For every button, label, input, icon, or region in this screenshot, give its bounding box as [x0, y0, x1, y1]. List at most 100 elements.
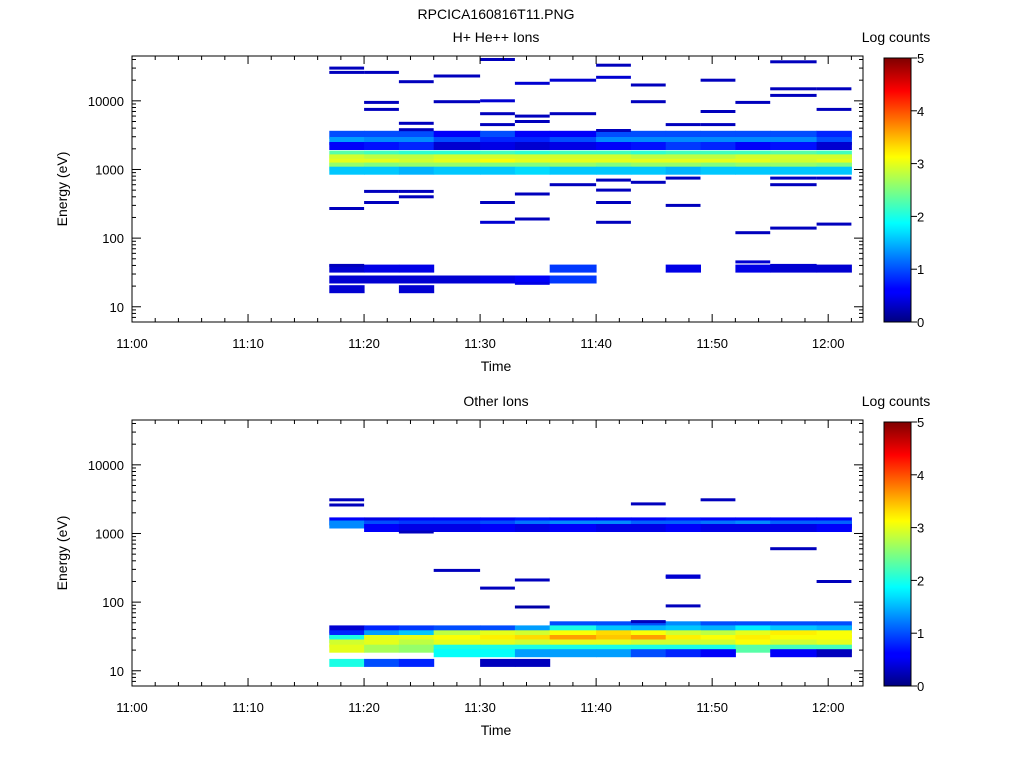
heatmap-cell [549, 142, 597, 150]
heatmap-cell [549, 639, 597, 648]
heatmap-cell [364, 154, 400, 163]
heatmap-cell [665, 524, 701, 532]
heatmap-cell [700, 137, 736, 145]
heatmap-cell [700, 524, 736, 532]
heatmap-cell [700, 166, 736, 175]
heatmap-cell [700, 630, 736, 639]
heatmap-cell [549, 162, 597, 171]
y-tick-label: 10000 [88, 458, 124, 473]
heatmap-cell [700, 130, 736, 139]
heatmap-cell [770, 137, 818, 145]
heatmap-cell [630, 180, 666, 184]
x-tick-label: 11:50 [696, 336, 728, 351]
heatmap-cell [630, 524, 667, 532]
heatmap-cell [514, 644, 551, 653]
heatmap-cell [770, 226, 817, 230]
heatmap-cell [596, 201, 631, 204]
heatmap-cell [549, 275, 597, 284]
heatmap-cell [398, 625, 435, 634]
heatmap-cell [770, 87, 817, 91]
heatmap-cell [433, 639, 481, 648]
heatmap-cell [329, 70, 365, 74]
heatmap-cell [665, 203, 701, 207]
y-axis-label: Energy (eV) [54, 516, 70, 591]
heatmap-cell [770, 154, 818, 163]
heatmap-cell [398, 154, 435, 163]
heatmap-cell [398, 630, 435, 639]
heatmap-cell [480, 630, 516, 639]
heatmap-cell [480, 58, 515, 61]
heatmap-cell [329, 503, 365, 507]
heatmap-cell [364, 658, 400, 667]
heatmap-cell [514, 578, 550, 582]
heatmap-cell [596, 644, 632, 653]
x-axis-label: Time [481, 358, 512, 374]
colorbar-label: Log counts [862, 393, 931, 409]
heatmap-cell [549, 166, 597, 175]
heatmap-cell [364, 625, 400, 634]
heatmap-cell [329, 66, 365, 70]
heatmap-cell [630, 154, 667, 163]
heatmap-cell [816, 142, 852, 150]
heatmap-cell [816, 130, 852, 139]
heatmap-cell [665, 142, 701, 150]
heatmap-cell [665, 166, 701, 175]
heatmap-cell [630, 639, 667, 648]
heatmap-cell [770, 635, 818, 643]
heatmap-cell [480, 644, 516, 653]
heatmap-cell [596, 142, 632, 150]
heatmap-cell [665, 621, 701, 630]
heatmap-cell [770, 130, 818, 139]
heatmap-cell [514, 114, 550, 118]
heatmap-cell [329, 264, 365, 273]
heatmap-cell [364, 166, 400, 175]
heatmap-cell [816, 580, 852, 583]
heatmap-cell [514, 281, 550, 285]
heatmap-cell [514, 120, 550, 123]
heatmap-cell [770, 162, 818, 171]
y-axis: 10 100 1000 10000 [88, 59, 863, 323]
heatmap-cell [398, 130, 435, 139]
heatmap-cell [549, 154, 597, 163]
colorbar-tick-label: 4 [917, 468, 924, 483]
x-tick-label: 11:10 [232, 336, 264, 351]
heatmap-cell [433, 275, 481, 284]
heatmap-cell [480, 639, 516, 648]
heatmap-cell [514, 275, 551, 284]
heatmap-cell [549, 630, 597, 639]
y-tick-label: 1000 [95, 526, 124, 541]
heatmap-cell [514, 639, 551, 648]
y-tick-label: 1000 [95, 162, 124, 177]
heatmap-cell [433, 625, 481, 634]
heatmap-cell [665, 644, 701, 653]
heatmap-cell [735, 625, 771, 634]
heatmap-cell [433, 74, 481, 78]
heatmap-cell [398, 275, 435, 284]
heatmap-cell [700, 162, 736, 171]
heatmap-cells [329, 498, 852, 667]
heatmap-cell [549, 130, 597, 139]
heatmap-cell [433, 162, 481, 171]
heatmap-cell [700, 639, 736, 648]
heatmap-cell [329, 130, 365, 139]
heatmap-cell [433, 630, 481, 639]
heatmap-cell [398, 195, 434, 199]
heatmap-cell [514, 630, 551, 639]
heatmap-cell [329, 498, 365, 502]
heatmap-cell [700, 498, 736, 502]
heatmap-cell [735, 635, 771, 643]
heatmap-cell [665, 123, 701, 127]
heatmap-cell [480, 649, 516, 658]
heatmap-cell [480, 137, 516, 145]
heatmap-cell [735, 100, 771, 104]
y-axis-label: Energy (eV) [54, 152, 70, 227]
heatmap-cell [514, 625, 551, 634]
y-tick-label: 10 [110, 300, 124, 315]
heatmap-cell [665, 130, 701, 139]
heatmap-cell [816, 222, 852, 226]
heatmap-cell [549, 78, 597, 82]
heatmap-cell [770, 93, 817, 97]
heatmap-cell [398, 128, 434, 132]
heatmap-cell [364, 635, 400, 643]
heatmap-cell [665, 604, 701, 608]
